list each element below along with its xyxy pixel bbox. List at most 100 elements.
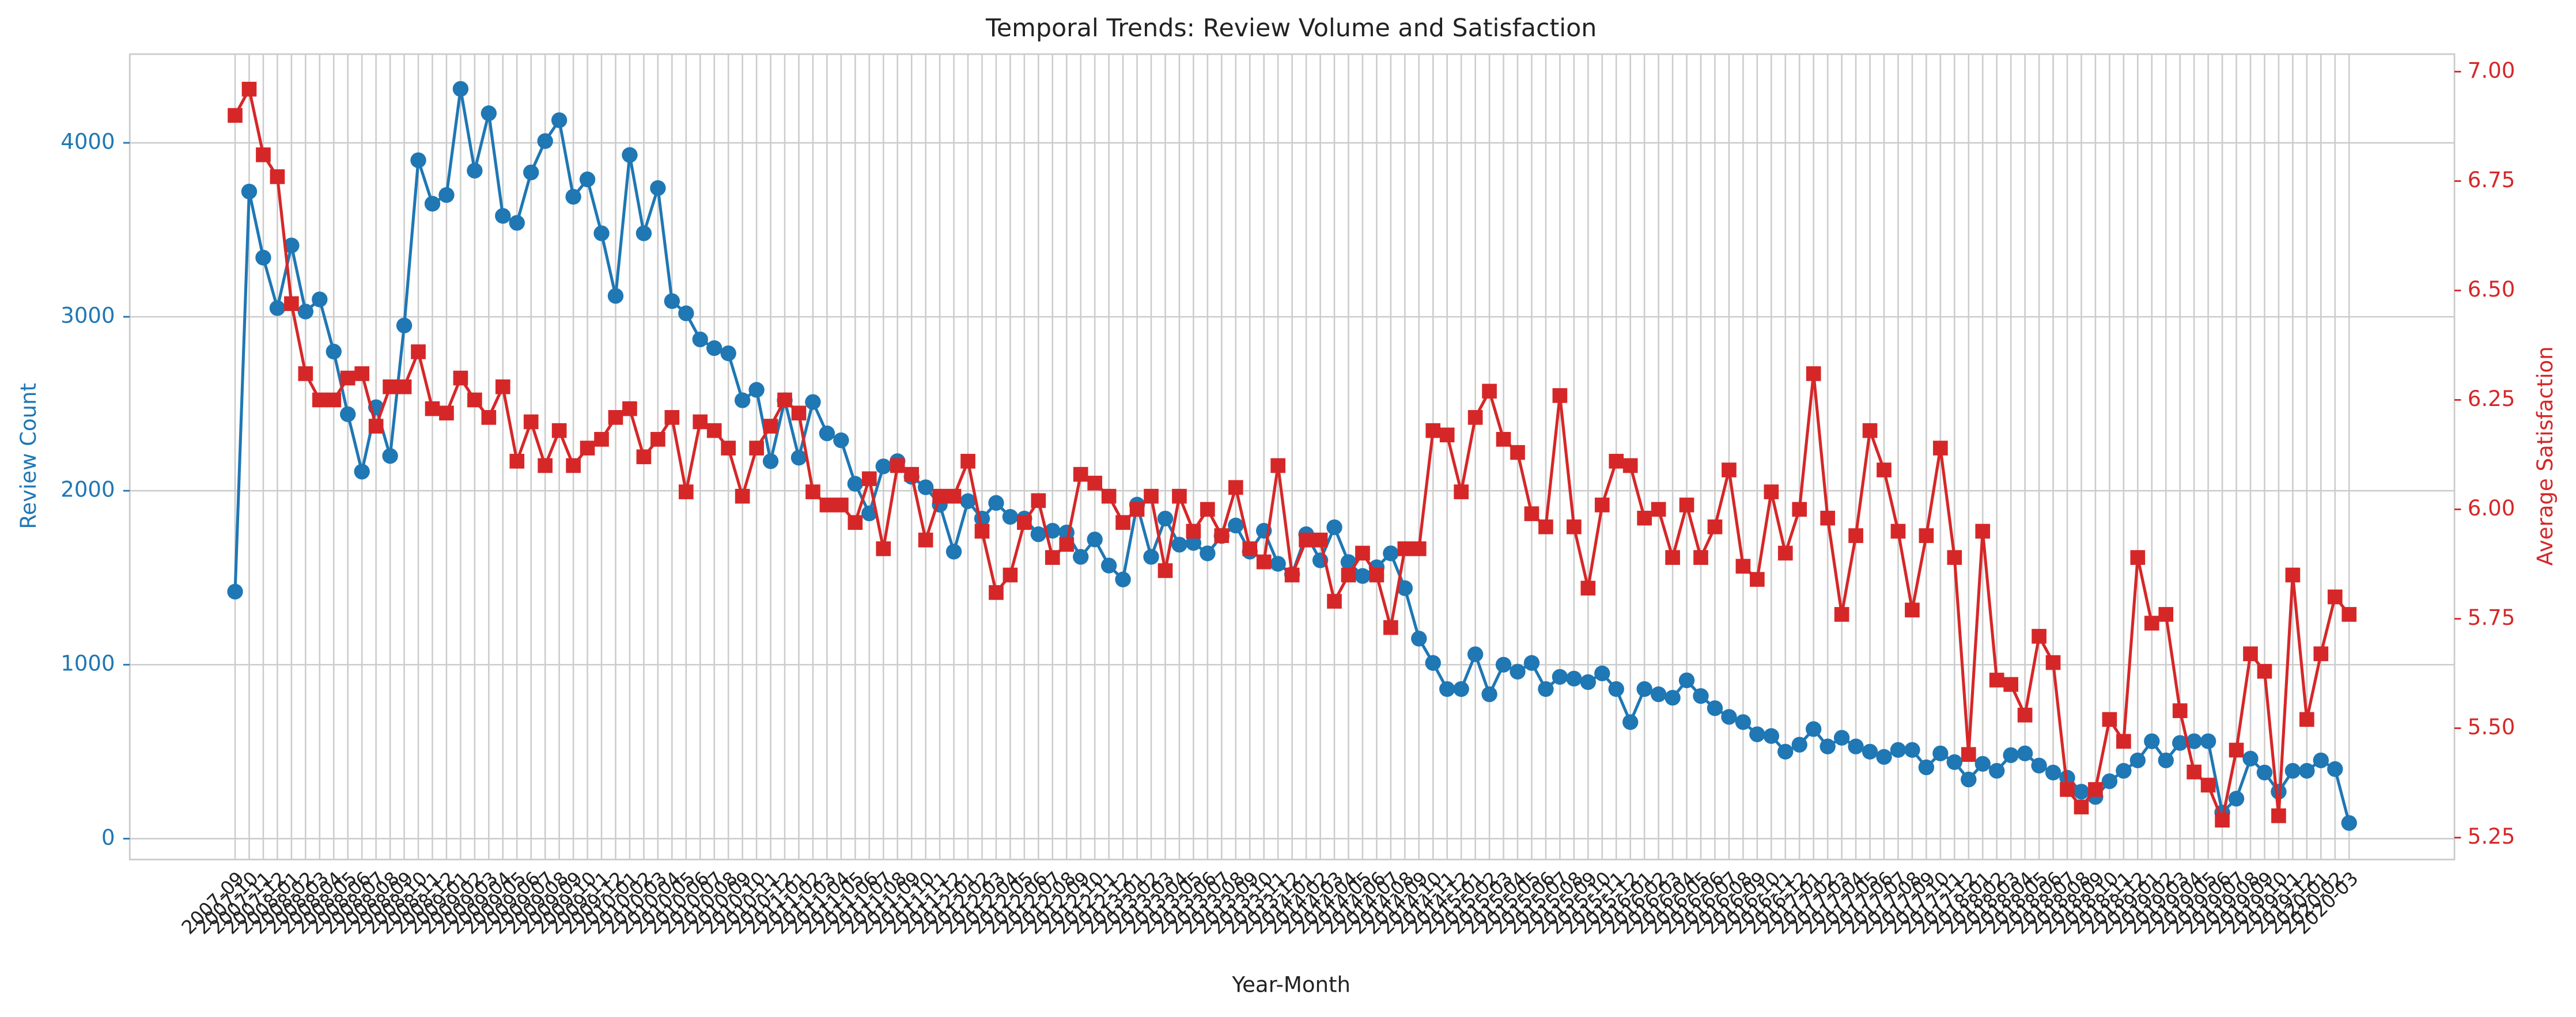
marker (439, 405, 454, 421)
marker (650, 180, 666, 196)
marker (1538, 519, 1553, 534)
marker (2327, 589, 2343, 605)
marker (1186, 523, 1201, 539)
marker (1143, 549, 1159, 565)
marker (1144, 488, 1159, 504)
marker (1904, 742, 1920, 758)
marker (636, 225, 652, 241)
marker (2116, 734, 2131, 749)
marker (1833, 730, 1850, 746)
marker (2101, 773, 2118, 790)
marker (382, 448, 398, 464)
marker (1454, 484, 1469, 499)
marker (946, 488, 962, 504)
marker (495, 379, 510, 394)
marker (2045, 764, 2061, 781)
marker (1172, 488, 1187, 504)
marker (664, 410, 680, 425)
marker (2243, 646, 2258, 662)
marker (875, 458, 891, 475)
marker (1214, 528, 1230, 543)
marker (537, 133, 553, 149)
marker (2242, 750, 2259, 767)
marker (1425, 423, 1441, 438)
marker (2060, 782, 2075, 797)
marker (848, 515, 863, 530)
y2-tick-label: 7.00 (2468, 58, 2515, 83)
marker (1482, 384, 1497, 399)
marker (734, 392, 751, 408)
marker (678, 305, 694, 321)
marker (1101, 488, 1117, 504)
marker (1693, 550, 1708, 565)
marker (706, 423, 722, 438)
marker (228, 108, 243, 123)
marker (1862, 743, 1878, 760)
marker (1411, 541, 1427, 556)
y2-axis-label: Average Satisfaction (2533, 346, 2558, 566)
marker (1876, 749, 1892, 765)
marker (890, 458, 905, 473)
marker (1961, 771, 1977, 788)
marker (607, 288, 624, 304)
marker (1834, 607, 1849, 622)
marker (368, 419, 384, 434)
marker (481, 105, 497, 122)
marker (918, 532, 933, 548)
marker (383, 379, 398, 394)
marker (297, 303, 314, 320)
marker (1100, 557, 1117, 574)
marker (467, 162, 483, 179)
marker (1763, 728, 1779, 744)
marker (1383, 620, 1398, 635)
marker (1228, 517, 1244, 534)
marker (1791, 737, 1807, 753)
marker (1397, 580, 1413, 597)
marker (2032, 629, 2047, 644)
marker (2257, 663, 2272, 679)
marker (721, 441, 736, 456)
marker (1299, 532, 1314, 548)
marker (989, 585, 1004, 600)
marker (354, 464, 370, 480)
marker (1439, 681, 1455, 697)
marker (2130, 550, 2146, 565)
marker (1848, 738, 1864, 754)
marker (1820, 738, 1836, 754)
marker (1340, 554, 1357, 570)
marker (241, 81, 257, 97)
marker (1932, 745, 1949, 761)
marker (1242, 541, 1258, 556)
marker (2187, 764, 2201, 780)
marker (636, 449, 652, 465)
marker (354, 366, 370, 381)
marker (1890, 742, 1907, 758)
marker (1637, 510, 1652, 526)
marker (1030, 526, 1047, 542)
marker (1185, 535, 1202, 551)
marker (1750, 572, 1765, 587)
marker (861, 505, 877, 522)
marker (2003, 677, 2018, 692)
marker (748, 382, 765, 398)
marker (2285, 567, 2301, 583)
y-tick-label: 1000 (60, 651, 115, 676)
marker (411, 344, 426, 359)
marker (2200, 777, 2216, 793)
marker (692, 331, 708, 348)
marker (1270, 556, 1286, 572)
marker (622, 401, 637, 416)
marker (988, 495, 1004, 511)
marker (2073, 784, 2090, 800)
marker (1523, 655, 1540, 671)
marker (1693, 688, 1709, 704)
marker (523, 164, 539, 181)
marker (1735, 559, 1751, 574)
marker (1228, 480, 1243, 495)
plot-frame (128, 53, 2456, 860)
marker (1905, 602, 1920, 618)
marker (1665, 689, 1681, 706)
marker (312, 392, 327, 408)
marker (1650, 686, 1667, 703)
